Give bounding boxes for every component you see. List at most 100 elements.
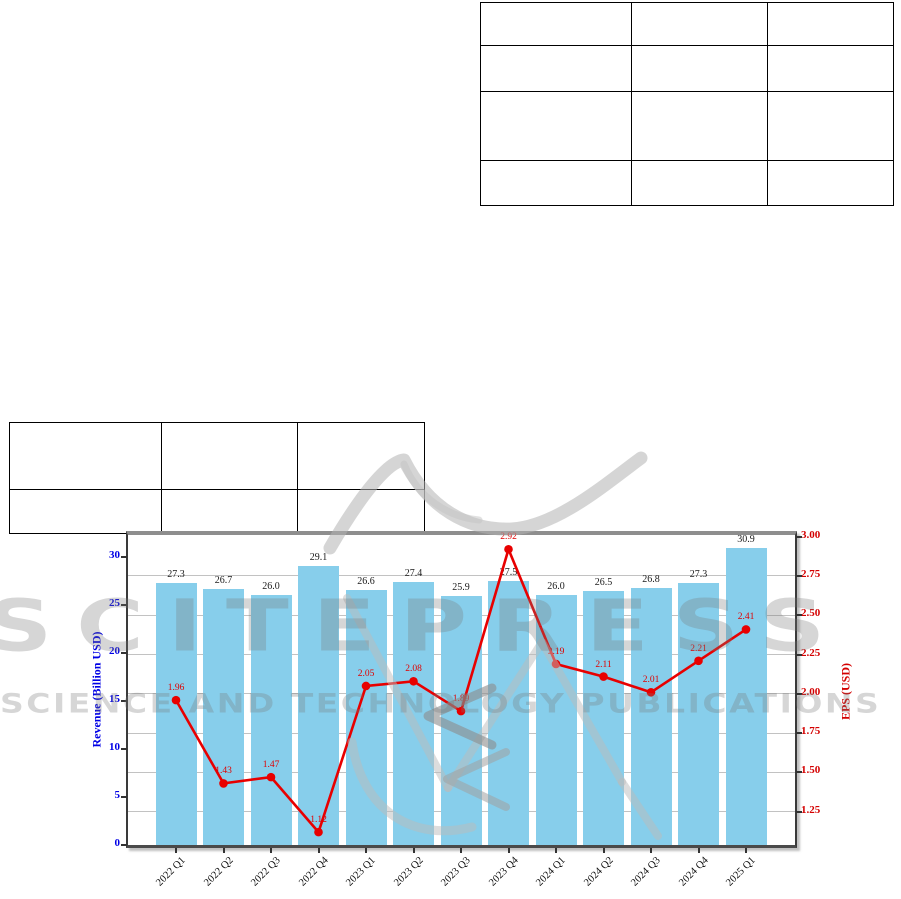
bar-value-label: 27.4: [404, 567, 423, 579]
bar-value-label: 25.9: [452, 582, 470, 594]
right-tick-label: 2.75: [801, 567, 821, 580]
x-tick-mark: [745, 848, 747, 853]
x-tick-label: 2023 Q1: [344, 855, 378, 889]
table-cell: [480, 91, 632, 161]
table-cell: [480, 160, 632, 206]
eps-value-label: 2.08: [405, 664, 422, 675]
left-tick-mark: [121, 844, 127, 846]
eps-point-marker: [599, 672, 608, 681]
left-tick-label: 30: [109, 549, 120, 561]
left-tick-label: 20: [109, 645, 120, 657]
bar-value-label: 26.8: [642, 573, 660, 585]
table-cell: [767, 91, 894, 161]
right-tick-mark: [796, 692, 802, 695]
revenue-bar: [250, 595, 292, 845]
table-row: [480, 160, 894, 206]
right-tick-mark: [796, 535, 802, 538]
eps-point-marker: [409, 676, 418, 686]
right-tick-mark: [796, 732, 802, 735]
table-cell: [767, 45, 894, 92]
eps-value-label: 2.21: [690, 643, 707, 654]
eps-value-label: 1.12: [310, 815, 327, 826]
x-tick-label: 2025 Q1: [724, 855, 758, 889]
left-tick-label: 15: [109, 693, 120, 705]
eps-point-marker: [694, 656, 703, 666]
table-cell: [9, 489, 162, 534]
x-tick-label: 2024 Q3: [629, 855, 663, 889]
x-tick-mark: [412, 848, 415, 853]
bar-value-label: 26.5: [594, 576, 613, 588]
bar-value-label: 27.3: [167, 568, 185, 580]
right-tick-label: 2.25: [801, 646, 821, 659]
eps-point-marker: [171, 695, 181, 705]
left-tick-label: 5: [114, 789, 121, 801]
x-tick-label: 2023 Q4: [486, 855, 521, 889]
x-tick-mark: [222, 848, 225, 853]
revenue-bar: [203, 588, 244, 845]
x-tick-mark: [555, 848, 557, 853]
right-tick-mark: [796, 574, 802, 577]
left-tick-mark: [121, 700, 127, 702]
eps-value-label: 2.19: [547, 646, 565, 657]
bar-value-label: 27.5: [499, 567, 518, 578]
table-cell: [161, 422, 298, 490]
table-cell: [767, 2, 894, 46]
revenue-bar: [298, 565, 339, 845]
x-tick-label: 2024 Q2: [581, 855, 616, 889]
eps-point-marker: [219, 779, 228, 788]
x-tick-mark: [460, 848, 462, 853]
eps-value-label: 1.89: [452, 694, 470, 705]
x-tick-label: 2022 Q1: [154, 855, 188, 889]
bar-value-label: 26.6: [357, 575, 375, 587]
x-tick-label: 2024 Q4: [676, 855, 711, 889]
x-tick-mark: [270, 848, 272, 853]
left-tick-mark: [121, 556, 127, 558]
x-tick-mark: [365, 848, 367, 853]
right-tick-label: 3.00: [801, 528, 821, 541]
eps-value-label: 2.41: [737, 612, 755, 623]
table-cell: [9, 422, 162, 490]
eps-value-label: 2.92: [500, 532, 517, 543]
x-tick-mark: [317, 848, 320, 853]
right-tick-label: 1.75: [801, 725, 821, 738]
left-tick-mark: [121, 604, 127, 606]
right-tick-label: 2.50: [801, 607, 821, 620]
x-tick-label: 2022 Q3: [249, 855, 283, 889]
table-cell: [631, 91, 768, 161]
table-cell: [767, 160, 894, 206]
table-cell: [631, 160, 768, 206]
eps-value-label: 1.96: [167, 683, 185, 694]
x-tick-label: 2023 Q3: [439, 855, 473, 889]
x-tick-mark: [602, 848, 605, 853]
bar-value-label: 27.3: [689, 568, 708, 580]
right-tick-label: 1.50: [801, 764, 821, 777]
x-tick-mark: [697, 848, 700, 853]
eps-value-label: 2.01: [642, 675, 660, 686]
revenue-bar: [155, 582, 197, 845]
right-tick-mark: [796, 810, 802, 813]
bar-value-label: 26.7: [214, 574, 233, 586]
x-tick-mark: [507, 848, 510, 853]
eps-point-marker: [314, 827, 323, 837]
eps-point-marker: [361, 681, 371, 691]
right-tick-mark: [796, 771, 802, 774]
eps-point-marker: [551, 659, 561, 669]
table-row: [480, 91, 894, 161]
eps-point-marker: [646, 687, 656, 697]
eps-point-marker: [266, 772, 276, 782]
bar-value-label: 26.0: [547, 581, 565, 593]
x-tick-label: 2022 Q2: [201, 855, 236, 889]
gridline: [128, 575, 795, 576]
eps-line-plot: [171, 544, 751, 837]
right-tick-label: 2.00: [801, 685, 821, 698]
bar-value-label: 26.0: [262, 581, 280, 593]
left-tick-label: 10: [109, 741, 120, 753]
top-right-table: [480, 2, 894, 206]
eps-value-label: 2.05: [357, 668, 375, 679]
x-tick-label: 2024 Q1: [534, 855, 568, 889]
left-tick-label: 25: [109, 597, 120, 609]
x-tick-mark: [650, 848, 652, 853]
revenue-bar: [725, 548, 767, 845]
